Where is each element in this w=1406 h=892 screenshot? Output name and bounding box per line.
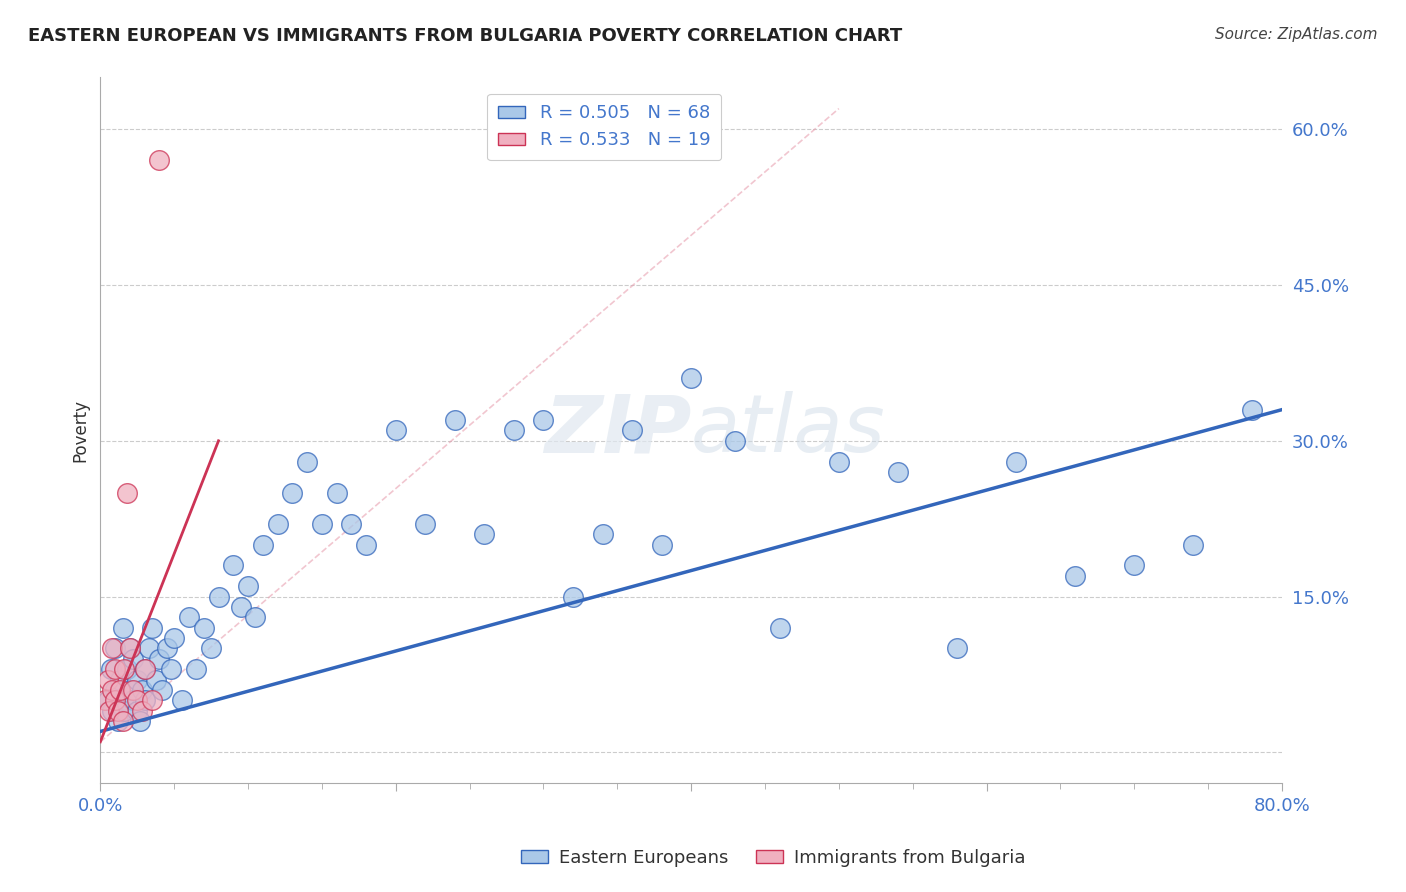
Point — [148, 652, 170, 666]
Point — [295, 454, 318, 468]
Point — [651, 538, 673, 552]
Point — [127, 673, 149, 687]
Text: atlas: atlas — [692, 392, 886, 469]
Point — [121, 652, 143, 666]
Point — [112, 662, 135, 676]
Point — [97, 693, 120, 707]
Point — [104, 693, 127, 707]
Point — [621, 424, 644, 438]
Point — [129, 714, 152, 728]
Point — [207, 590, 229, 604]
Point — [118, 682, 141, 697]
Y-axis label: Poverty: Poverty — [72, 399, 89, 462]
Point — [141, 693, 163, 707]
Point — [592, 527, 614, 541]
Point — [148, 153, 170, 168]
Point — [101, 704, 124, 718]
Point — [245, 610, 267, 624]
Point — [111, 714, 134, 728]
Point — [769, 621, 792, 635]
Point — [1182, 538, 1205, 552]
Point — [354, 538, 377, 552]
Point — [104, 662, 127, 676]
Point — [222, 558, 245, 573]
Point — [104, 641, 127, 656]
Point — [111, 693, 134, 707]
Point — [325, 485, 347, 500]
Point — [887, 465, 910, 479]
Point — [107, 704, 129, 718]
Point — [160, 662, 183, 676]
Point — [503, 424, 526, 438]
Point — [134, 693, 156, 707]
Point — [118, 641, 141, 656]
Point — [170, 693, 193, 707]
Point — [107, 714, 129, 728]
Point — [121, 693, 143, 707]
Point — [474, 527, 496, 541]
Point — [163, 631, 186, 645]
Legend: R = 0.505   N = 68, R = 0.533   N = 19: R = 0.505 N = 68, R = 0.533 N = 19 — [488, 94, 721, 161]
Point — [1241, 402, 1264, 417]
Point — [97, 673, 120, 687]
Point — [413, 516, 436, 531]
Point — [134, 662, 156, 676]
Point — [134, 662, 156, 676]
Text: ZIP: ZIP — [544, 392, 692, 469]
Point — [127, 704, 149, 718]
Point — [150, 682, 173, 697]
Point — [112, 704, 135, 718]
Point — [115, 662, 138, 676]
Point — [98, 704, 121, 718]
Point — [946, 641, 969, 656]
Text: Source: ZipAtlas.com: Source: ZipAtlas.com — [1215, 27, 1378, 42]
Point — [229, 599, 252, 614]
Point — [724, 434, 747, 448]
Point — [141, 621, 163, 635]
Point — [281, 485, 304, 500]
Point — [145, 673, 167, 687]
Point — [177, 610, 200, 624]
Point — [266, 516, 288, 531]
Point — [562, 590, 585, 604]
Point — [1123, 558, 1146, 573]
Point — [127, 693, 149, 707]
Point — [193, 621, 215, 635]
Point — [384, 424, 406, 438]
Point — [100, 662, 122, 676]
Point — [236, 579, 259, 593]
Point — [340, 516, 363, 531]
Point — [104, 682, 127, 697]
Point — [252, 538, 274, 552]
Legend: Eastern Europeans, Immigrants from Bulgaria: Eastern Europeans, Immigrants from Bulga… — [515, 842, 1032, 874]
Text: EASTERN EUROPEAN VS IMMIGRANTS FROM BULGARIA POVERTY CORRELATION CHART: EASTERN EUROPEAN VS IMMIGRANTS FROM BULG… — [28, 27, 903, 45]
Point — [131, 704, 153, 718]
Point — [101, 641, 124, 656]
Point — [118, 641, 141, 656]
Point — [121, 682, 143, 697]
Point — [533, 413, 555, 427]
Point — [443, 413, 465, 427]
Point — [108, 682, 131, 697]
Point — [828, 454, 851, 468]
Point — [115, 485, 138, 500]
Point — [108, 673, 131, 687]
Point — [101, 682, 124, 697]
Point — [681, 371, 703, 385]
Point — [311, 516, 333, 531]
Point — [186, 662, 208, 676]
Point — [156, 641, 179, 656]
Point — [94, 693, 117, 707]
Point — [1005, 454, 1028, 468]
Point — [200, 641, 222, 656]
Point — [111, 621, 134, 635]
Point — [131, 682, 153, 697]
Point — [138, 641, 160, 656]
Point — [1064, 568, 1087, 582]
